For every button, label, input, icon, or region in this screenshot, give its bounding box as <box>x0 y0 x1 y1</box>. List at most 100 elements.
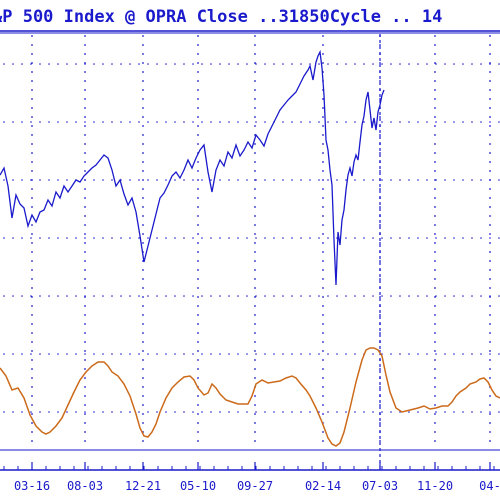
grid-dot <box>489 411 491 413</box>
grid-dot <box>31 377 33 379</box>
grid-dot <box>434 71 436 73</box>
grid-dot <box>120 121 122 123</box>
chart-title: &P 500 Index @ OPRA Close ..31850Cycle .… <box>0 7 442 27</box>
x-tick-label: 05-10 <box>180 479 216 493</box>
grid-dot <box>408 63 410 65</box>
grid-dot <box>489 197 491 199</box>
grid-dot <box>381 63 383 65</box>
grid-dot <box>142 206 144 208</box>
grid-dot <box>142 170 144 172</box>
grid-dot <box>31 224 33 226</box>
grid-dot <box>183 237 185 239</box>
grid-dot <box>31 125 33 127</box>
grid-dot <box>183 411 185 413</box>
grid-dot <box>111 237 113 239</box>
grid-dot <box>489 179 491 181</box>
grid-dot <box>93 63 95 65</box>
grid-dot <box>219 411 221 413</box>
grid-dot <box>327 411 329 413</box>
grid-dot <box>197 368 199 370</box>
grid-dot <box>489 332 491 334</box>
grid-dot <box>471 411 473 413</box>
grid-dot <box>462 411 464 413</box>
grid-dot <box>21 121 23 123</box>
grid-dot <box>399 63 401 65</box>
grid-dot <box>142 287 144 289</box>
grid-dot <box>66 179 68 181</box>
grid-dot <box>322 224 324 226</box>
grid-dot <box>462 179 464 181</box>
grid-dot <box>254 197 256 199</box>
x-axis-labels: 03-16 08-03 12-21 05-10 09-27 02-14 07-03 11-20… <box>14 479 500 493</box>
grid-dot <box>31 413 33 415</box>
grid-dot <box>219 237 221 239</box>
grid-dot <box>381 121 383 123</box>
grid-dot <box>197 71 199 73</box>
grid-dot <box>498 179 500 181</box>
grid-dot <box>399 179 401 181</box>
grid-dot <box>3 353 5 355</box>
grid-dot <box>75 411 77 413</box>
grid-dot <box>254 161 256 163</box>
grid-dot <box>120 237 122 239</box>
grid-dot <box>197 350 199 352</box>
grid-dot <box>142 332 144 334</box>
grid-dot <box>434 350 436 352</box>
grid-dot <box>84 305 86 307</box>
grid-dot <box>336 295 338 297</box>
grid-dot <box>75 63 77 65</box>
grid-dot <box>31 386 33 388</box>
grid-dot <box>84 35 86 37</box>
grid-dot <box>197 62 199 64</box>
grid-dot <box>84 197 86 199</box>
grid-dot <box>489 188 491 190</box>
grid-dot <box>66 121 68 123</box>
grid-dot <box>197 161 199 163</box>
grid-dot <box>254 107 256 109</box>
grid-dot <box>381 295 383 297</box>
grid-dot <box>84 125 86 127</box>
grid-dot <box>102 179 104 181</box>
grid-dot <box>84 237 86 239</box>
grid-dot <box>444 237 446 239</box>
grid-dot <box>156 353 158 355</box>
grid-dot <box>197 287 199 289</box>
grid-dot <box>3 237 5 239</box>
grid-dot <box>453 121 455 123</box>
grid-dot <box>102 63 104 65</box>
grid-dot <box>165 411 167 413</box>
grid-dot <box>254 71 256 73</box>
x-tick-label: 07-03 <box>362 479 398 493</box>
grid-dot <box>322 44 324 46</box>
grid-dot <box>197 233 199 235</box>
grid-dot <box>254 53 256 55</box>
grid-dot <box>228 295 230 297</box>
grid-dot <box>379 152 381 154</box>
grid-dot <box>489 242 491 244</box>
grid-dot <box>322 107 324 109</box>
grid-dot <box>489 89 491 91</box>
grid-dot <box>498 237 500 239</box>
grid-dot <box>183 121 185 123</box>
grid-dot <box>142 242 144 244</box>
grid-dot <box>84 278 86 280</box>
grid-dot <box>489 224 491 226</box>
grid-dot <box>111 121 113 123</box>
grid-dot <box>84 80 86 82</box>
grid-dot <box>322 206 324 208</box>
grid-dot <box>183 353 185 355</box>
grid-dot <box>390 411 392 413</box>
grid-dot <box>434 98 436 100</box>
grid-dot <box>489 431 491 433</box>
grid-dot <box>31 269 33 271</box>
grid-dot <box>254 152 256 154</box>
x-tick-label: 11-20 <box>417 479 453 493</box>
grid-dot <box>254 233 256 235</box>
grid-dot <box>489 440 491 442</box>
grid-dot <box>434 305 436 307</box>
grid-dot <box>138 411 140 413</box>
grid-dot <box>197 395 199 397</box>
grid-dot <box>498 411 500 413</box>
grid-dot <box>219 353 221 355</box>
